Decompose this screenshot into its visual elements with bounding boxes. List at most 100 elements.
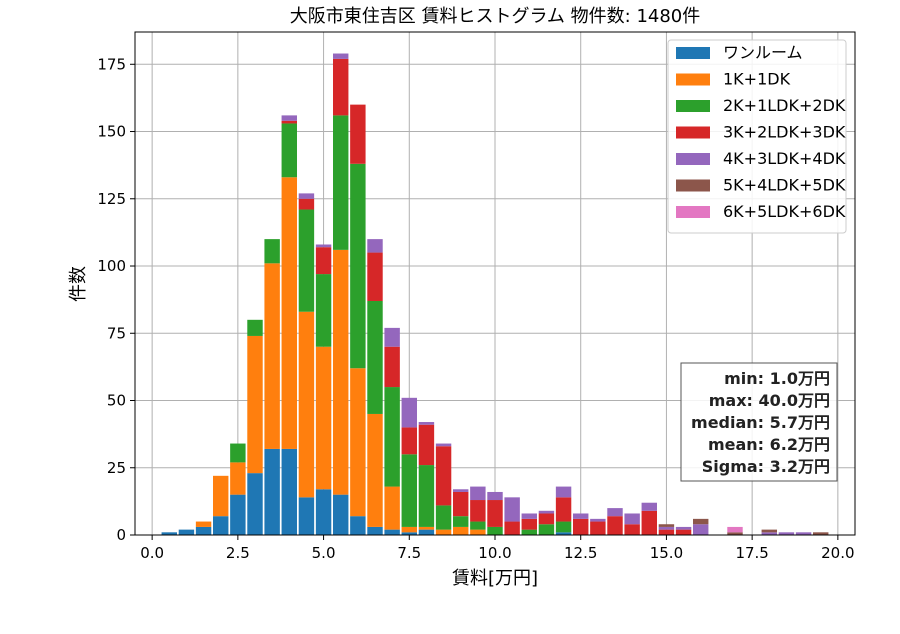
bar-segment (367, 252, 383, 301)
bar-segment (367, 413, 383, 527)
bar-segment (384, 529, 400, 535)
bar-segment (521, 518, 537, 530)
bar-layer (161, 53, 829, 535)
y-tick-label: 175 (97, 55, 126, 73)
bar-segment (333, 249, 349, 495)
stats-median: median: 5.7万円 (691, 413, 830, 432)
tick-layer: 0.0 2.5 5.0 7.5 10.0 12.5 15.0 17.5 20.0 0 25 50 75 1… (97, 55, 854, 562)
bar-segment (333, 494, 349, 535)
bar-segment (281, 115, 297, 121)
bar-segment (607, 508, 623, 517)
legend-items: ワンルーム 1K+1DK 2K+1LDK+2DK 3K+2LDK+3DK 4K+3LDK… (676, 43, 846, 221)
bar-segment (384, 327, 400, 347)
legend-swatch (676, 179, 710, 192)
bar-segment (333, 58, 349, 116)
bar-segment (453, 526, 469, 535)
bar-segment (350, 368, 366, 517)
bar-segment (401, 532, 417, 535)
bar-segment (693, 524, 709, 535)
y-tick-label: 25 (107, 459, 126, 477)
x-tick-label: 10.0 (478, 544, 511, 562)
bar-segment (658, 524, 675, 527)
legend-swatch (676, 126, 710, 139)
bar-segment (401, 397, 417, 428)
bar-segment (761, 532, 777, 535)
bar-segment (315, 489, 332, 535)
stats-max: max: 40.0万円 (709, 391, 830, 410)
x-tick-label: 15.0 (650, 544, 683, 562)
chart-title: 大阪市東住吉区 賃料ヒストグラム 物件数: 1480件 (290, 6, 701, 27)
bar-segment (195, 521, 212, 527)
bar-segment (813, 532, 829, 535)
bar-segment (555, 532, 572, 535)
bar-segment (435, 446, 452, 506)
bar-segment (367, 300, 383, 414)
legend-label: 4K+3LDK+4DK (723, 149, 846, 168)
bar-segment (281, 177, 297, 449)
legend-box (667, 39, 847, 234)
bar-segment (590, 521, 606, 535)
bar-segment (778, 532, 795, 535)
bar-segment (538, 524, 555, 535)
bar-segment (350, 163, 366, 369)
bar-segment (213, 475, 229, 517)
bar-segment (624, 513, 640, 525)
bar-segment (727, 532, 743, 535)
x-tick-label: 7.5 (397, 544, 421, 562)
bar-segment (384, 486, 400, 530)
bar-segment (281, 123, 297, 178)
stats-box: min: 1.0万円 max: 40.0万円 median: 5.7万円 mea… (680, 362, 838, 482)
bar-segment (453, 489, 469, 492)
bar-segment (555, 497, 572, 522)
bar-segment (641, 502, 657, 511)
bar-segment (470, 529, 486, 535)
bar-segment (264, 263, 280, 449)
legend-label: 3K+2LDK+3DK (723, 123, 846, 142)
bar-segment (401, 526, 417, 533)
y-tick-label: 75 (107, 324, 126, 342)
bar-segment (315, 274, 332, 347)
bar-segment (658, 526, 675, 530)
bar-segment (555, 486, 572, 498)
bar-segment (384, 387, 400, 487)
y-tick-label: 150 (97, 123, 126, 141)
legend-label: 5K+4LDK+5DK (723, 176, 846, 195)
stats-mean: mean: 6.2万円 (708, 435, 830, 454)
bar-segment (470, 500, 486, 522)
x-tick-label: 0.0 (140, 544, 164, 562)
bar-segment (607, 516, 623, 535)
bar-segment (675, 526, 692, 530)
bar-segment (213, 516, 229, 535)
y-tick-label: 0 (116, 526, 126, 544)
stats-box-frame (680, 362, 838, 482)
bar-segment (521, 529, 537, 535)
legend-swatch (676, 47, 710, 59)
bar-segment (384, 346, 400, 388)
bar-segment (281, 120, 297, 124)
bar-segment (487, 526, 503, 535)
bar-segment (315, 247, 332, 275)
bar-segment (333, 115, 349, 250)
bar-segment (573, 518, 589, 535)
bar-segment (504, 521, 520, 535)
bar-segment (435, 529, 452, 535)
bar-segment (521, 513, 537, 519)
bar-segment (298, 198, 315, 210)
stats-min: min: 1.0万円 (724, 369, 830, 388)
bar-segment (195, 526, 212, 535)
legend-label: ワンルーム (723, 43, 803, 62)
bar-segment (727, 526, 743, 533)
bar-segment (504, 497, 520, 522)
y-tick-label: 100 (97, 257, 126, 275)
bar-segment (470, 486, 486, 501)
bar-segment (538, 510, 555, 514)
legend-label: 1K+1DK (723, 70, 791, 89)
bar-segment (264, 448, 280, 535)
x-axis-label: 賃料[万円] (452, 568, 538, 589)
bar-segment (555, 521, 572, 533)
x-tick-label: 17.5 (735, 544, 768, 562)
bar-segment (315, 244, 332, 248)
y-tick-label: 50 (107, 392, 126, 410)
